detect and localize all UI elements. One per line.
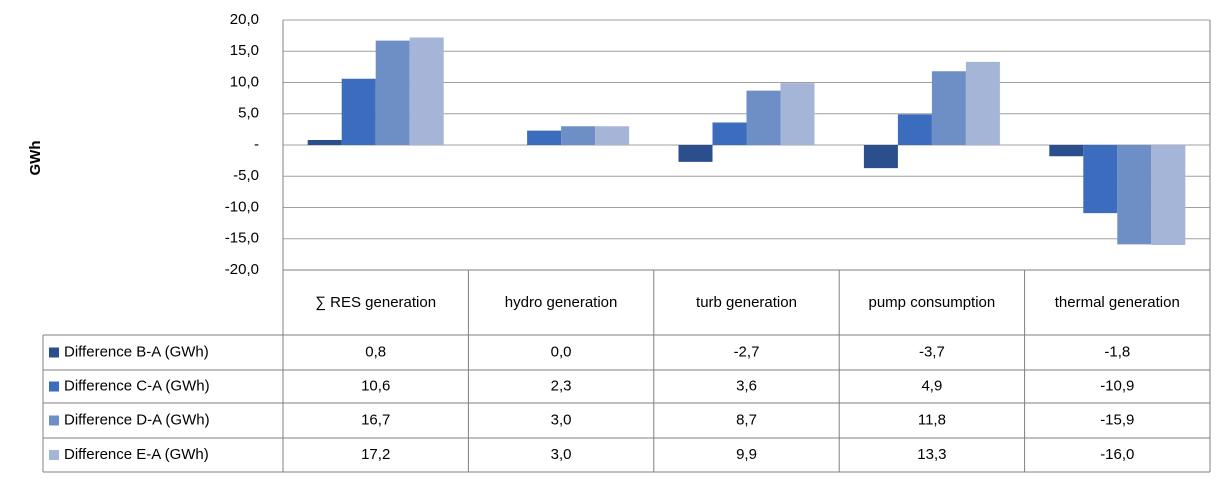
bar — [409, 37, 444, 145]
bar — [780, 83, 815, 145]
y-tick-label: -20,0 — [225, 261, 259, 278]
y-axis-label: GWh — [27, 141, 44, 176]
bar — [595, 126, 630, 145]
category-header: thermal generation — [1054, 294, 1180, 311]
x-tick-label: pump consumption — [868, 294, 996, 311]
bar — [897, 114, 932, 145]
table-value: 17,2 — [361, 446, 390, 463]
legend-label: Difference C-A (GWh) — [64, 377, 210, 394]
x-tick-label: ∑ RES generation — [315, 294, 437, 311]
table-value: -3,7 — [919, 343, 945, 360]
bar — [527, 130, 562, 145]
y-tick-label: -5,0 — [233, 167, 259, 184]
table-value: -10,9 — [1100, 377, 1134, 394]
table-value: 0,0 — [551, 343, 572, 360]
bar — [1083, 145, 1118, 214]
bar — [1117, 145, 1152, 245]
bar — [561, 126, 596, 145]
y-tick-label: -10,0 — [225, 198, 259, 215]
table-value: 3,0 — [551, 446, 572, 463]
table-value: 4,9 — [921, 377, 942, 394]
table-value: 13,3 — [917, 446, 946, 463]
category-header: ∑ RES generation — [315, 294, 437, 311]
table-value: 11,8 — [918, 411, 946, 428]
category-header: hydro generation — [504, 294, 618, 311]
category-header: turb generation — [696, 294, 797, 311]
legend-label: Difference D-A (GWh) — [64, 411, 210, 428]
x-tick-label: turb generation — [696, 294, 797, 311]
y-tick-label: 10,0 — [230, 73, 259, 90]
table-value: -16,0 — [1100, 446, 1134, 463]
bar — [678, 145, 713, 162]
table-value: 9,9 — [736, 446, 757, 463]
table-value: 0,8 — [365, 343, 386, 360]
bar — [341, 78, 376, 145]
bar — [1049, 145, 1084, 157]
bar — [307, 140, 342, 145]
bar — [931, 71, 966, 145]
y-tick-label: 20,0 — [230, 11, 259, 28]
legend-key — [49, 415, 59, 426]
table-value: 3,6 — [736, 377, 757, 394]
bar — [863, 145, 898, 169]
legend-label: Difference E-A (GWh) — [64, 446, 209, 463]
table-value: 10,6 — [361, 377, 390, 394]
x-tick-label: hydro generation — [504, 294, 618, 311]
category-header: pump consumption — [868, 294, 996, 311]
table-value: 8,7 — [736, 411, 757, 428]
table-value: 3,0 — [551, 411, 572, 428]
bar — [1151, 145, 1186, 245]
bar — [712, 122, 747, 145]
y-tick-label: - — [254, 136, 259, 153]
y-tick-label: 5,0 — [238, 105, 259, 122]
table-value: 2,3 — [551, 377, 572, 394]
legend-label: Difference B-A (GWh) — [64, 343, 209, 360]
legend-key — [49, 450, 59, 460]
table-value: -1,8 — [1104, 343, 1130, 360]
x-tick-label: thermal generation — [1054, 294, 1180, 311]
bar — [746, 90, 781, 145]
table-value: -15,9 — [1100, 411, 1134, 428]
y-tick-label: 15,0 — [230, 42, 259, 59]
table-value: -2,7 — [734, 343, 760, 360]
bar — [375, 40, 410, 145]
table-value: 16,7 — [361, 411, 390, 428]
legend-key — [49, 381, 59, 392]
legend-key — [49, 347, 59, 358]
y-tick-label: -15,0 — [225, 230, 259, 247]
bar — [965, 61, 1000, 145]
